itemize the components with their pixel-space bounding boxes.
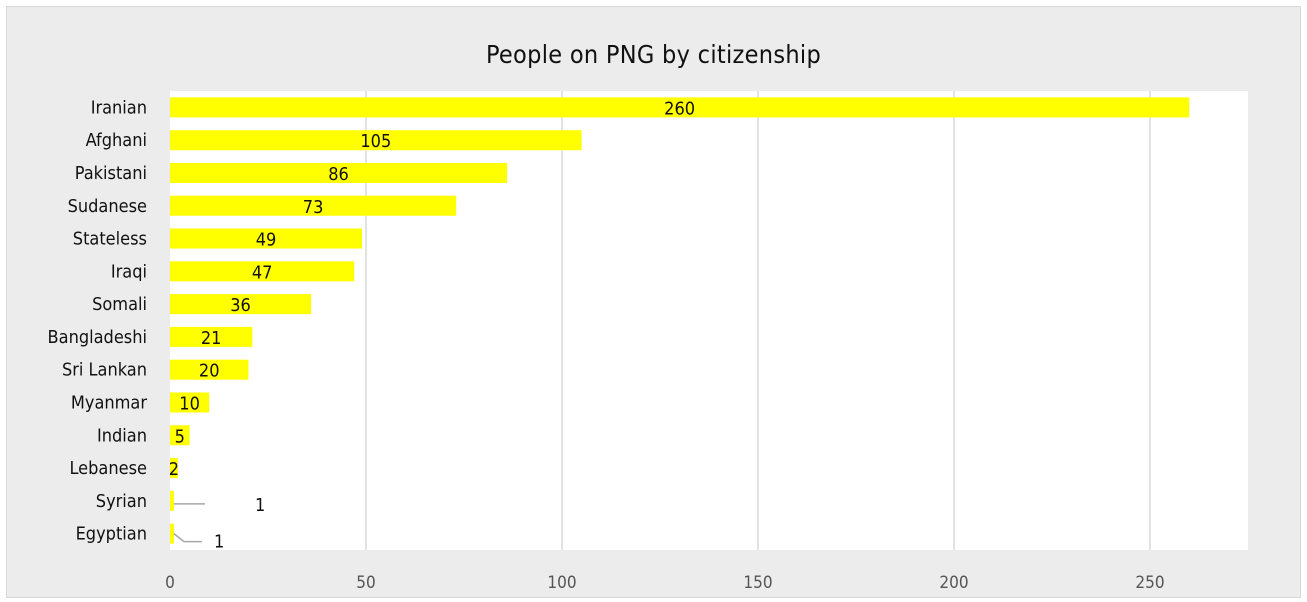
- leader-line: [173, 533, 202, 543]
- data-label: 10: [179, 393, 200, 414]
- data-label: 105: [360, 131, 391, 152]
- bar: [170, 359, 249, 380]
- category-label: Afghani: [86, 130, 147, 151]
- data-label: 2: [169, 459, 179, 480]
- bar: [170, 490, 174, 511]
- x-tick-label: 100: [547, 573, 576, 593]
- data-label: 260: [664, 98, 695, 119]
- data-label: 47: [252, 262, 273, 283]
- category-label: Myanmar: [71, 392, 147, 413]
- category-label: Indian: [97, 425, 147, 446]
- category-label: Somali: [92, 294, 147, 315]
- bar: [170, 392, 210, 413]
- category-label: Sri Lankan: [62, 360, 147, 381]
- data-label: 5: [175, 426, 185, 447]
- bar: [170, 326, 253, 347]
- data-label: 21: [201, 328, 222, 349]
- category-label: Lebanese: [69, 458, 147, 479]
- bar: [170, 195, 457, 216]
- bar: [170, 425, 190, 446]
- x-tick-label: 250: [1135, 573, 1164, 593]
- data-label: 49: [256, 230, 277, 251]
- plot-area: [170, 91, 1248, 550]
- x-tick-label: 200: [939, 573, 968, 593]
- data-label: 20: [199, 361, 220, 382]
- data-label: 36: [230, 295, 251, 316]
- bar: [170, 261, 355, 282]
- chart-title: People on PNG by citizenship: [485, 40, 822, 69]
- data-label: 86: [328, 164, 349, 185]
- x-tick-label: 50: [356, 573, 375, 593]
- category-label: Iranian: [91, 97, 147, 118]
- bar: [170, 458, 178, 479]
- bar: [170, 228, 363, 249]
- bar: [170, 294, 312, 315]
- category-label: Egyptian: [76, 524, 147, 545]
- category-label: Syrian: [96, 491, 147, 512]
- data-label: 1: [255, 495, 265, 516]
- category-label: Iraqi: [111, 261, 147, 282]
- category-label: Bangladeshi: [48, 327, 147, 348]
- data-label: 1: [214, 532, 224, 553]
- category-label: Stateless: [73, 229, 147, 250]
- data-label: 73: [303, 197, 324, 218]
- category-label: Pakistani: [75, 163, 147, 184]
- bar: [170, 162, 508, 183]
- bar: [170, 130, 582, 151]
- category-label: Sudanese: [68, 196, 147, 217]
- x-tick-label: 150: [743, 573, 772, 593]
- bar: [170, 523, 174, 544]
- bar: [170, 97, 1190, 118]
- x-tick-label: 0: [165, 573, 175, 593]
